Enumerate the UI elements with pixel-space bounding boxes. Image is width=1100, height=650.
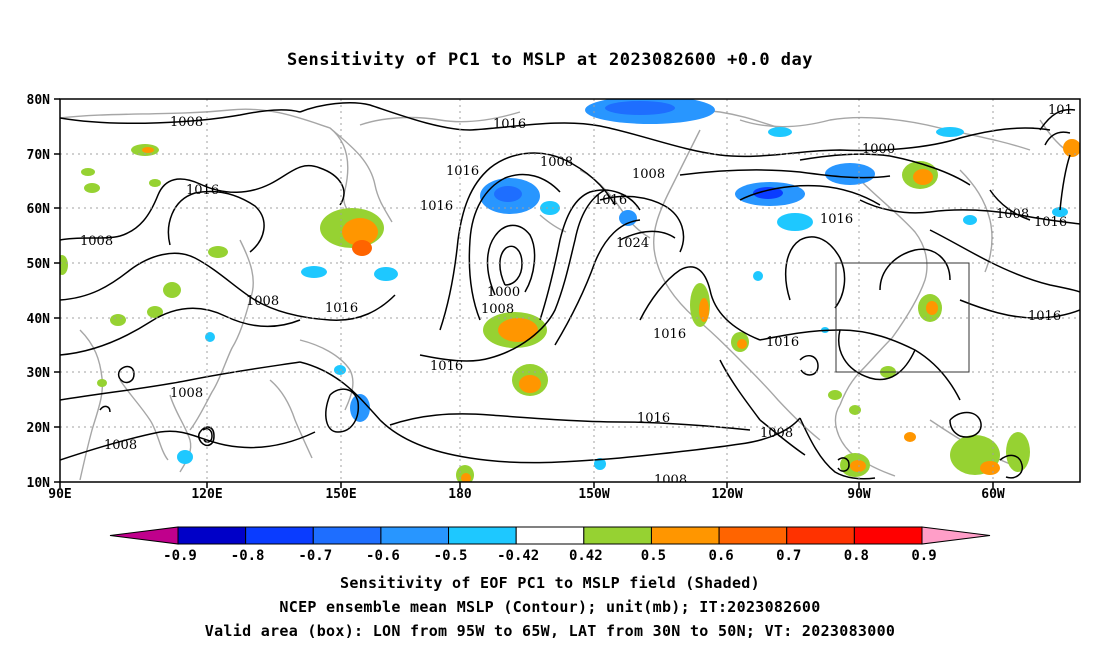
- contour-label: 1000: [487, 285, 520, 300]
- contour-label: 1008: [481, 302, 514, 317]
- contour-label: 1016: [820, 212, 853, 227]
- colorbar-label: 0.5: [641, 548, 666, 564]
- contour-label: 1008: [760, 426, 793, 441]
- colorbar-label: -0.9: [163, 548, 197, 564]
- colorbar-label: -0.8: [231, 548, 265, 564]
- colorbar-label: 0.42: [569, 548, 603, 564]
- coastlines: [60, 106, 1076, 481]
- lat-label: 80N: [27, 93, 51, 108]
- caption-line-1: Sensitivity of EOF PC1 to MSLP field (Sh…: [340, 574, 760, 592]
- contour-label: 1008: [632, 167, 665, 182]
- contour-label: 1008: [654, 473, 687, 488]
- lon-label: 150E: [325, 487, 356, 502]
- colorbar-segment: [177, 526, 247, 545]
- colorbar-segment: [718, 526, 788, 545]
- lon-label: 60W: [981, 487, 1005, 502]
- caption-line-3: Valid area (box): LON from 95W to 65W, L…: [204, 622, 896, 640]
- plot-area: 1008 1016 1016 1008 1008 1008 1016 1008 …: [60, 99, 1080, 488]
- contour-label: 1008: [170, 115, 203, 130]
- lat-label: 30N: [27, 366, 51, 381]
- colorbar-segment: [853, 526, 923, 545]
- valid-area-box: [835, 262, 970, 373]
- caption-line-2: NCEP ensemble mean MSLP (Contour); unit(…: [279, 598, 821, 616]
- contour-label: 1008: [80, 234, 113, 249]
- colorbar-segment: [380, 526, 450, 545]
- lon-label: 150W: [578, 487, 609, 502]
- lon-label: 180: [448, 487, 472, 502]
- lat-label: 40N: [27, 312, 51, 327]
- contour-label: 1024: [616, 236, 649, 251]
- lat-label: 10N: [27, 476, 51, 491]
- contour-label: 1016: [637, 411, 670, 426]
- contour-label: 1016: [446, 164, 479, 179]
- colorbar: -0.9 -0.8 -0.7 -0.6 -0.5 -0.42 0.42 0.5 0.6 0.7 0.…: [109, 526, 991, 564]
- colorbar-label: -0.5: [434, 548, 468, 564]
- contour-label: 1016: [493, 117, 526, 132]
- axis-ticks: [54, 98, 994, 488]
- contour-label: 1008: [540, 155, 573, 170]
- figure-title: Sensitivity of PC1 to MSLP at 2023082600…: [286, 50, 813, 70]
- colorbar-segment: [245, 526, 314, 545]
- colorbar-label: -0.6: [366, 548, 400, 564]
- colorbar-label: -0.7: [298, 548, 332, 564]
- contour-label: 1016: [186, 183, 219, 198]
- contour-label: 1016: [766, 335, 799, 350]
- contour-label: 101: [1048, 103, 1073, 118]
- contour-label: 1016: [1028, 309, 1061, 324]
- colorbar-segment: [448, 526, 517, 545]
- contour-label: 1016: [594, 193, 627, 208]
- colorbar-label: 0.6: [708, 548, 733, 564]
- colorbar-segment: [583, 526, 652, 545]
- contour-label: 1016: [325, 301, 358, 316]
- contour-label: 1008: [246, 294, 279, 309]
- colorbar-segment: [786, 526, 855, 545]
- colorbar-segment: [921, 526, 991, 545]
- colorbar-label: -0.42: [497, 548, 539, 564]
- colorbar-segment: [650, 526, 720, 545]
- lat-label: 70N: [27, 148, 51, 163]
- colorbar-label: 0.7: [776, 548, 801, 564]
- colorbar-segment: [515, 526, 585, 545]
- contour-label: 1008: [996, 207, 1029, 222]
- contour-label: 1000: [862, 142, 895, 157]
- lat-label: 60N: [27, 202, 51, 217]
- contour-labels: 1008 1016 1016 1008 1008 1008 1016 1008 …: [80, 103, 1073, 488]
- contour-label: 1008: [104, 438, 137, 453]
- contour-label: 1016: [420, 199, 453, 214]
- contour-label: 1016: [1034, 215, 1067, 230]
- lon-label: 90W: [847, 487, 871, 502]
- graticule: [60, 99, 1080, 482]
- lon-label: 120W: [711, 487, 742, 502]
- lat-label: 20N: [27, 421, 51, 436]
- contour-label: 1016: [430, 359, 463, 374]
- contour-label: 1008: [170, 386, 203, 401]
- lat-label: 50N: [27, 257, 51, 272]
- latitude-labels: 80N 70N 60N 50N 40N 30N 20N 10N: [27, 93, 51, 491]
- colorbar-segment: [109, 526, 179, 545]
- longitude-labels: 90E 120E 150E 180 150W 120W 90W 60W: [48, 487, 1005, 502]
- colorbar-segment: [312, 526, 382, 545]
- lon-label: 90E: [48, 487, 71, 502]
- mslp-contours: [60, 102, 1080, 480]
- colorbar-label: 0.9: [911, 548, 936, 564]
- colorbar-label: 0.8: [844, 548, 869, 564]
- plot-frame: [59, 98, 1081, 483]
- lon-label: 120E: [191, 487, 222, 502]
- sensitivity-shading: [60, 99, 1080, 482]
- contour-label: 1016: [653, 327, 686, 342]
